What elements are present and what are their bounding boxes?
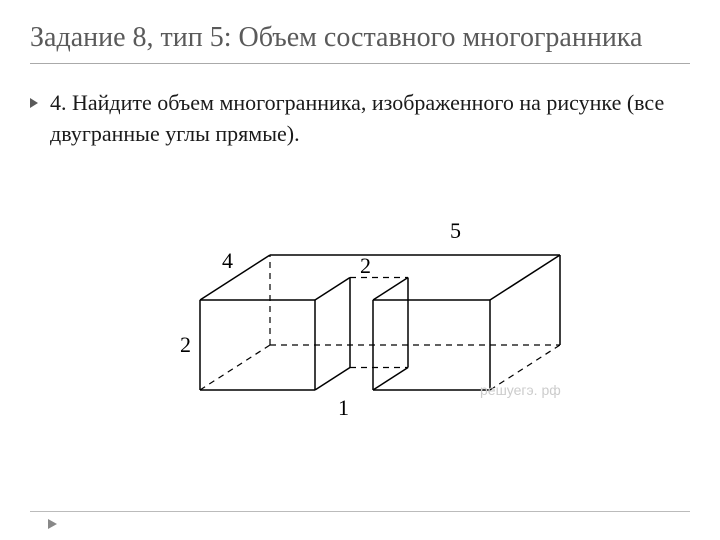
problem-text: 4. Найдите объем многогранника, изображе… — [50, 88, 690, 150]
polyhedron-diagram: 5 4 2 2 1 решуегэ. рф — [140, 180, 580, 430]
label-top-depth: 5 — [450, 218, 461, 243]
label-left-depth: 4 — [222, 248, 233, 273]
label-left-height: 2 — [180, 332, 191, 357]
footer-arrow-icon — [48, 519, 57, 529]
diagram-container: 5 4 2 2 1 решуегэ. рф — [30, 180, 690, 435]
page-title: Задание 8, тип 5: Объем составного много… — [30, 20, 690, 64]
label-notch-bottom: 1 — [338, 395, 349, 420]
footer-divider — [30, 511, 690, 512]
problem-row: 4. Найдите объем многогранника, изображе… — [30, 88, 690, 150]
bullet-icon — [30, 98, 38, 108]
label-notch-top: 2 — [360, 253, 371, 278]
watermark-text: решуегэ. рф — [480, 382, 561, 398]
